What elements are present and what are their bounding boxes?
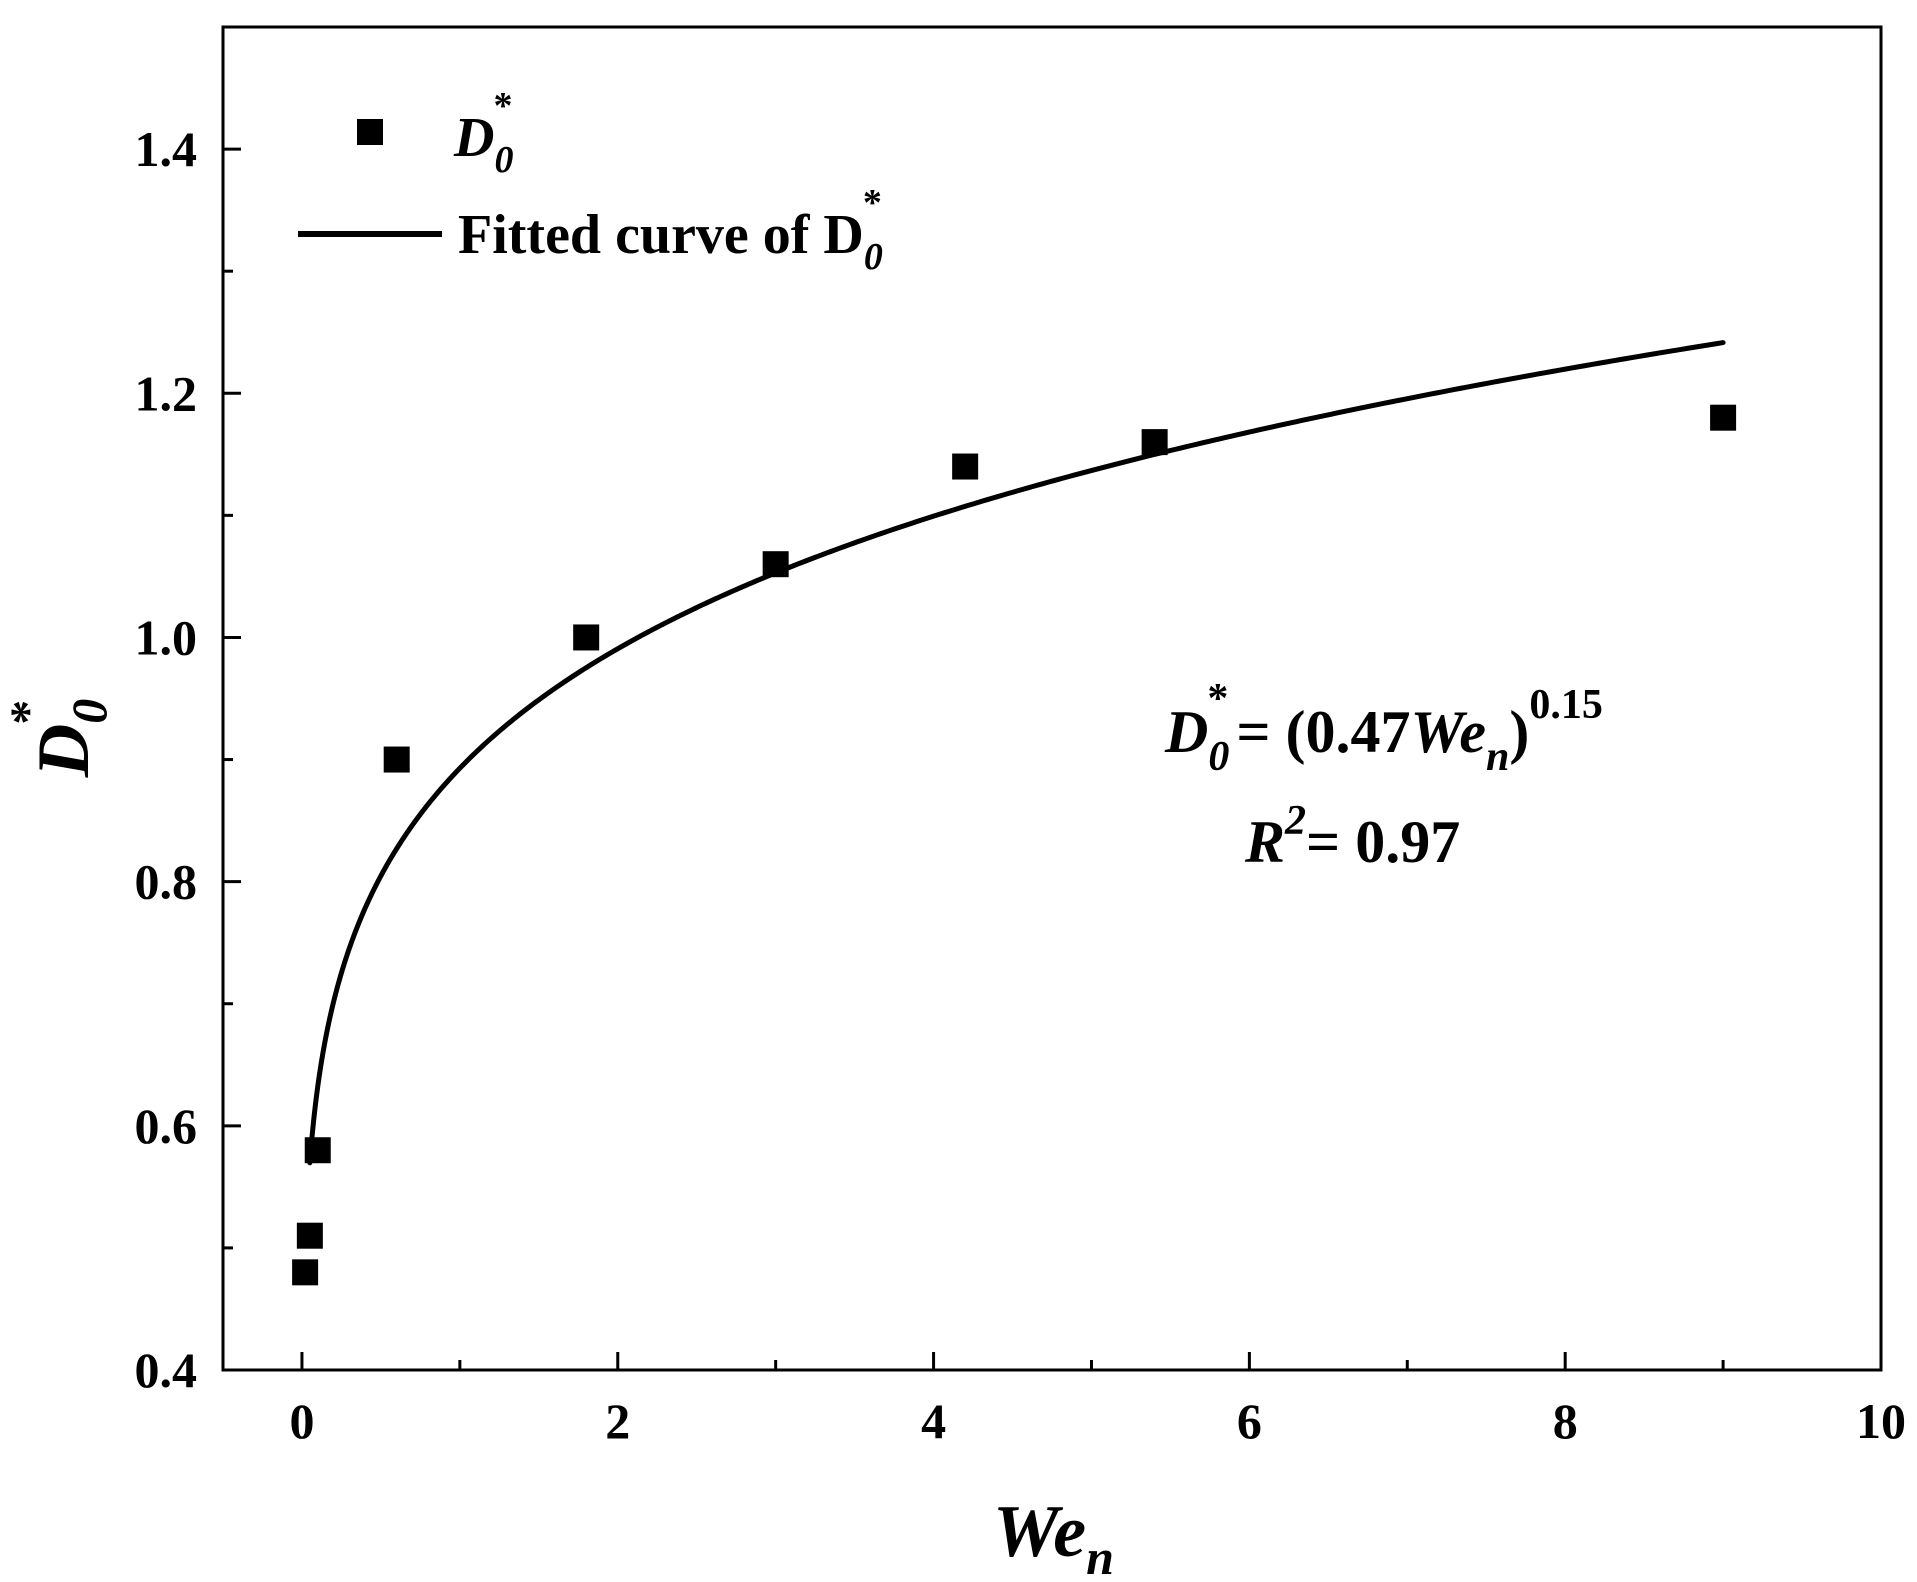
legend-label-fit: Fitted curve of D0 * xyxy=(458,182,883,278)
data-point xyxy=(296,1222,323,1249)
data-point xyxy=(762,551,789,578)
legend: D0* Fitted curve of D0* xyxy=(298,85,883,278)
eq-rhs-open: = (0.47 xyxy=(1236,699,1410,765)
data-point xyxy=(383,746,410,773)
x-axis-ticks: 0 2 4 6 8 10 xyxy=(289,1352,1906,1449)
eq-lhs: D xyxy=(1164,699,1208,765)
legend-points-sub: 0 xyxy=(494,139,513,181)
x-axis-title-sub: n xyxy=(1086,1529,1114,1582)
y-axis-title-sup: * xyxy=(0,700,55,725)
data-point xyxy=(304,1137,331,1164)
y-axis-title-sub: 0 xyxy=(61,699,117,724)
eq-rhs-var: We xyxy=(1411,699,1487,765)
data-point xyxy=(573,624,600,651)
eq-rhs-close: ) xyxy=(1509,699,1529,765)
y-tick-label: 0.6 xyxy=(135,1098,198,1154)
y-axis-title: D0* xyxy=(0,699,117,778)
eq-lhs-sub: 0 xyxy=(1208,734,1229,780)
r2-label: R xyxy=(1244,809,1285,875)
x-tick-label: 10 xyxy=(1856,1393,1906,1449)
r2-sup: 2 xyxy=(1284,798,1306,844)
x-axis-title: Wen xyxy=(993,1491,1114,1582)
eq-rhs-exp: 0.15 xyxy=(1529,682,1603,728)
x-tick-label: 4 xyxy=(921,1393,946,1449)
x-tick-label: 6 xyxy=(1237,1393,1262,1449)
y-tick-label: 0.4 xyxy=(135,1342,198,1398)
y-tick-label: 1.2 xyxy=(135,365,198,421)
y-tick-label: 0.8 xyxy=(135,854,198,910)
plot-frame xyxy=(221,25,1883,1372)
x-tick-label: 2 xyxy=(605,1393,630,1449)
data-points xyxy=(292,404,1737,1286)
fit-equation: D0 * = (0.47Wen)0.15 xyxy=(1164,676,1603,780)
r2-value: = 0.97 xyxy=(1306,809,1460,875)
legend-points-sup: * xyxy=(493,85,512,127)
legend-fit-sub: 0 xyxy=(864,236,883,278)
data-point xyxy=(1141,429,1168,456)
data-point xyxy=(1710,404,1737,431)
r-squared: R2= 0.97 xyxy=(1244,798,1460,875)
y-tick-label: 1.4 xyxy=(135,121,198,177)
x-tick-label: 0 xyxy=(289,1393,314,1449)
data-point xyxy=(292,1259,319,1286)
legend-marker-square xyxy=(357,119,383,145)
x-axis-title-main: We xyxy=(993,1491,1086,1573)
y-tick-label: 1.0 xyxy=(135,609,198,665)
eq-lhs-sup: * xyxy=(1207,676,1228,722)
y-axis-title-main: D xyxy=(23,724,105,778)
x-tick-label: 8 xyxy=(1553,1393,1578,1449)
eq-rhs-sub: n xyxy=(1486,734,1509,780)
legend-points-name: D xyxy=(453,107,494,169)
fitted-curve-line xyxy=(307,340,1726,1166)
y-axis-ticks: 0.4 0.6 0.8 1.0 1.2 1.4 xyxy=(135,121,241,1398)
legend-label-points: D0 * xyxy=(453,85,513,181)
data-point xyxy=(952,453,979,480)
legend-fit-name: Fitted curve of D xyxy=(458,204,864,266)
legend-fit-sup: * xyxy=(863,182,882,224)
